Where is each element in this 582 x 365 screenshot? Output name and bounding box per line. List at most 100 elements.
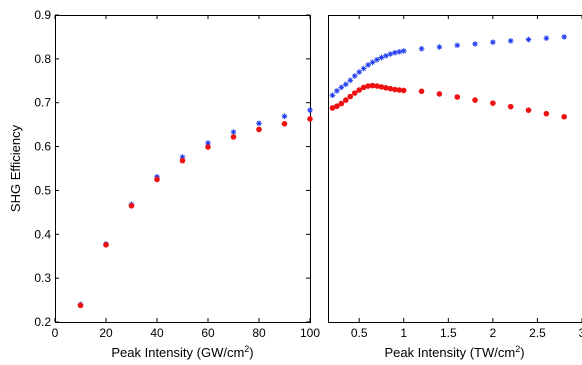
data-point-star [472,41,478,47]
right-data-points [329,34,567,120]
data-point-dot [329,105,336,111]
x-tick-label: 80 [252,326,266,340]
data-point-star [561,34,567,40]
data-point-star [369,59,376,66]
data-point-dot [383,85,389,91]
y-tick-label: 0.3 [34,271,51,285]
data-point-star [418,45,425,52]
data-point-star [230,129,237,135]
data-point-dot [365,83,371,89]
x-tick-label: 2.5 [529,326,546,340]
data-point-star [378,54,385,61]
data-point-star [436,44,443,50]
data-point-star [374,56,380,63]
data-point-dot [128,202,135,209]
x-tick-label: 3 [579,326,582,340]
data-point-dot [454,94,461,100]
data-point-dot [436,91,443,97]
data-point-star [396,49,403,55]
data-point-dot [256,126,262,133]
x-tick-label: 1 [400,326,407,340]
data-point-dot [374,83,380,89]
y-tick-label: 0.9 [34,8,51,22]
data-point-dot [356,87,362,93]
data-point-dot [351,90,358,96]
x-tick-label: 100 [300,326,320,340]
right-panel: 0.5 1 1.5 2 2.5 3 Peak Intensity (TW/cm2) [328,15,582,360]
data-point-dot [507,103,514,110]
data-point-dot [230,134,237,140]
data-point-dot [396,87,403,93]
data-point-dot [392,86,398,93]
data-point-star [256,120,262,127]
data-point-star [454,42,461,49]
data-point-star [281,113,288,120]
data-point-star [507,38,514,44]
data-point-dot [400,87,407,94]
data-point-star [360,65,367,72]
left-plot-frame [55,15,311,323]
data-point-star [365,62,371,68]
data-point-star [334,88,340,94]
data-point-dot [343,97,349,103]
data-point-dot [561,113,567,120]
data-point-star [383,52,389,59]
y-tick-label: 0.8 [34,52,51,66]
data-point-dot [360,84,367,91]
data-point-star [525,36,532,43]
data-point-dot [338,100,345,107]
data-point-dot [387,85,394,92]
x-tick-label: 0.5 [351,326,368,340]
data-point-dot [378,84,385,90]
right-x-axis-label: Peak Intensity (TW/cm2) [384,344,524,360]
data-point-dot [490,100,496,106]
data-point-dot [154,176,160,183]
data-point-dot [472,97,478,103]
left-data-points [77,107,313,309]
data-point-star [338,84,345,91]
data-point-star [347,77,354,84]
x-tick-label: 2 [490,326,497,340]
data-point-star [205,140,211,146]
data-point-dot [179,157,186,164]
y-axis-label: SHG Efficiency [8,124,23,212]
data-point-star [329,92,336,99]
x-tick-label: 0 [52,326,59,340]
data-point-dot [525,107,532,113]
data-point-dot [307,116,313,122]
data-point-star [490,39,496,45]
x-tick-label: 60 [201,326,215,340]
data-point-star [400,48,407,54]
data-point-dot [281,120,288,127]
data-point-dot [205,144,211,150]
right-plot-frame [328,15,582,323]
data-point-dot [334,103,340,110]
data-point-star [343,81,349,88]
right-x-ticks: 0.5 1 1.5 2 2.5 3 [351,15,582,340]
x-tick-label: 20 [99,326,113,340]
data-point-star [387,51,394,57]
x-tick-label: 1.5 [440,326,457,340]
data-point-dot [103,242,109,248]
data-point-dot [347,93,354,100]
x-tick-label: 40 [150,326,164,340]
y-tick-label: 0.4 [34,227,51,241]
y-tick-label: 0.6 [34,140,51,154]
data-point-star [392,49,398,56]
data-point-star [356,69,362,75]
data-point-dot [418,88,425,95]
left-panel: 0 20 40 60 80 100 0.2 0.3 0.4 0.5 0.6 0.7 0.8 0.9 Pe… [8,8,320,360]
left-x-ticks: 0 20 40 60 80 100 [52,15,320,340]
y-tick-label: 0.5 [34,183,51,197]
data-point-star [351,73,358,79]
data-point-dot [543,110,550,117]
data-point-dot [369,82,376,89]
data-point-dot [77,302,84,309]
data-point-star [543,35,550,42]
y-tick-label: 0.7 [34,96,51,110]
left-y-ticks: 0.2 0.3 0.4 0.5 0.6 0.7 0.8 0.9 [34,8,310,329]
y-tick-label: 0.2 [34,315,51,329]
left-x-axis-label: Peak Intensity (GW/cm2) [111,344,253,360]
data-point-star [307,107,313,113]
